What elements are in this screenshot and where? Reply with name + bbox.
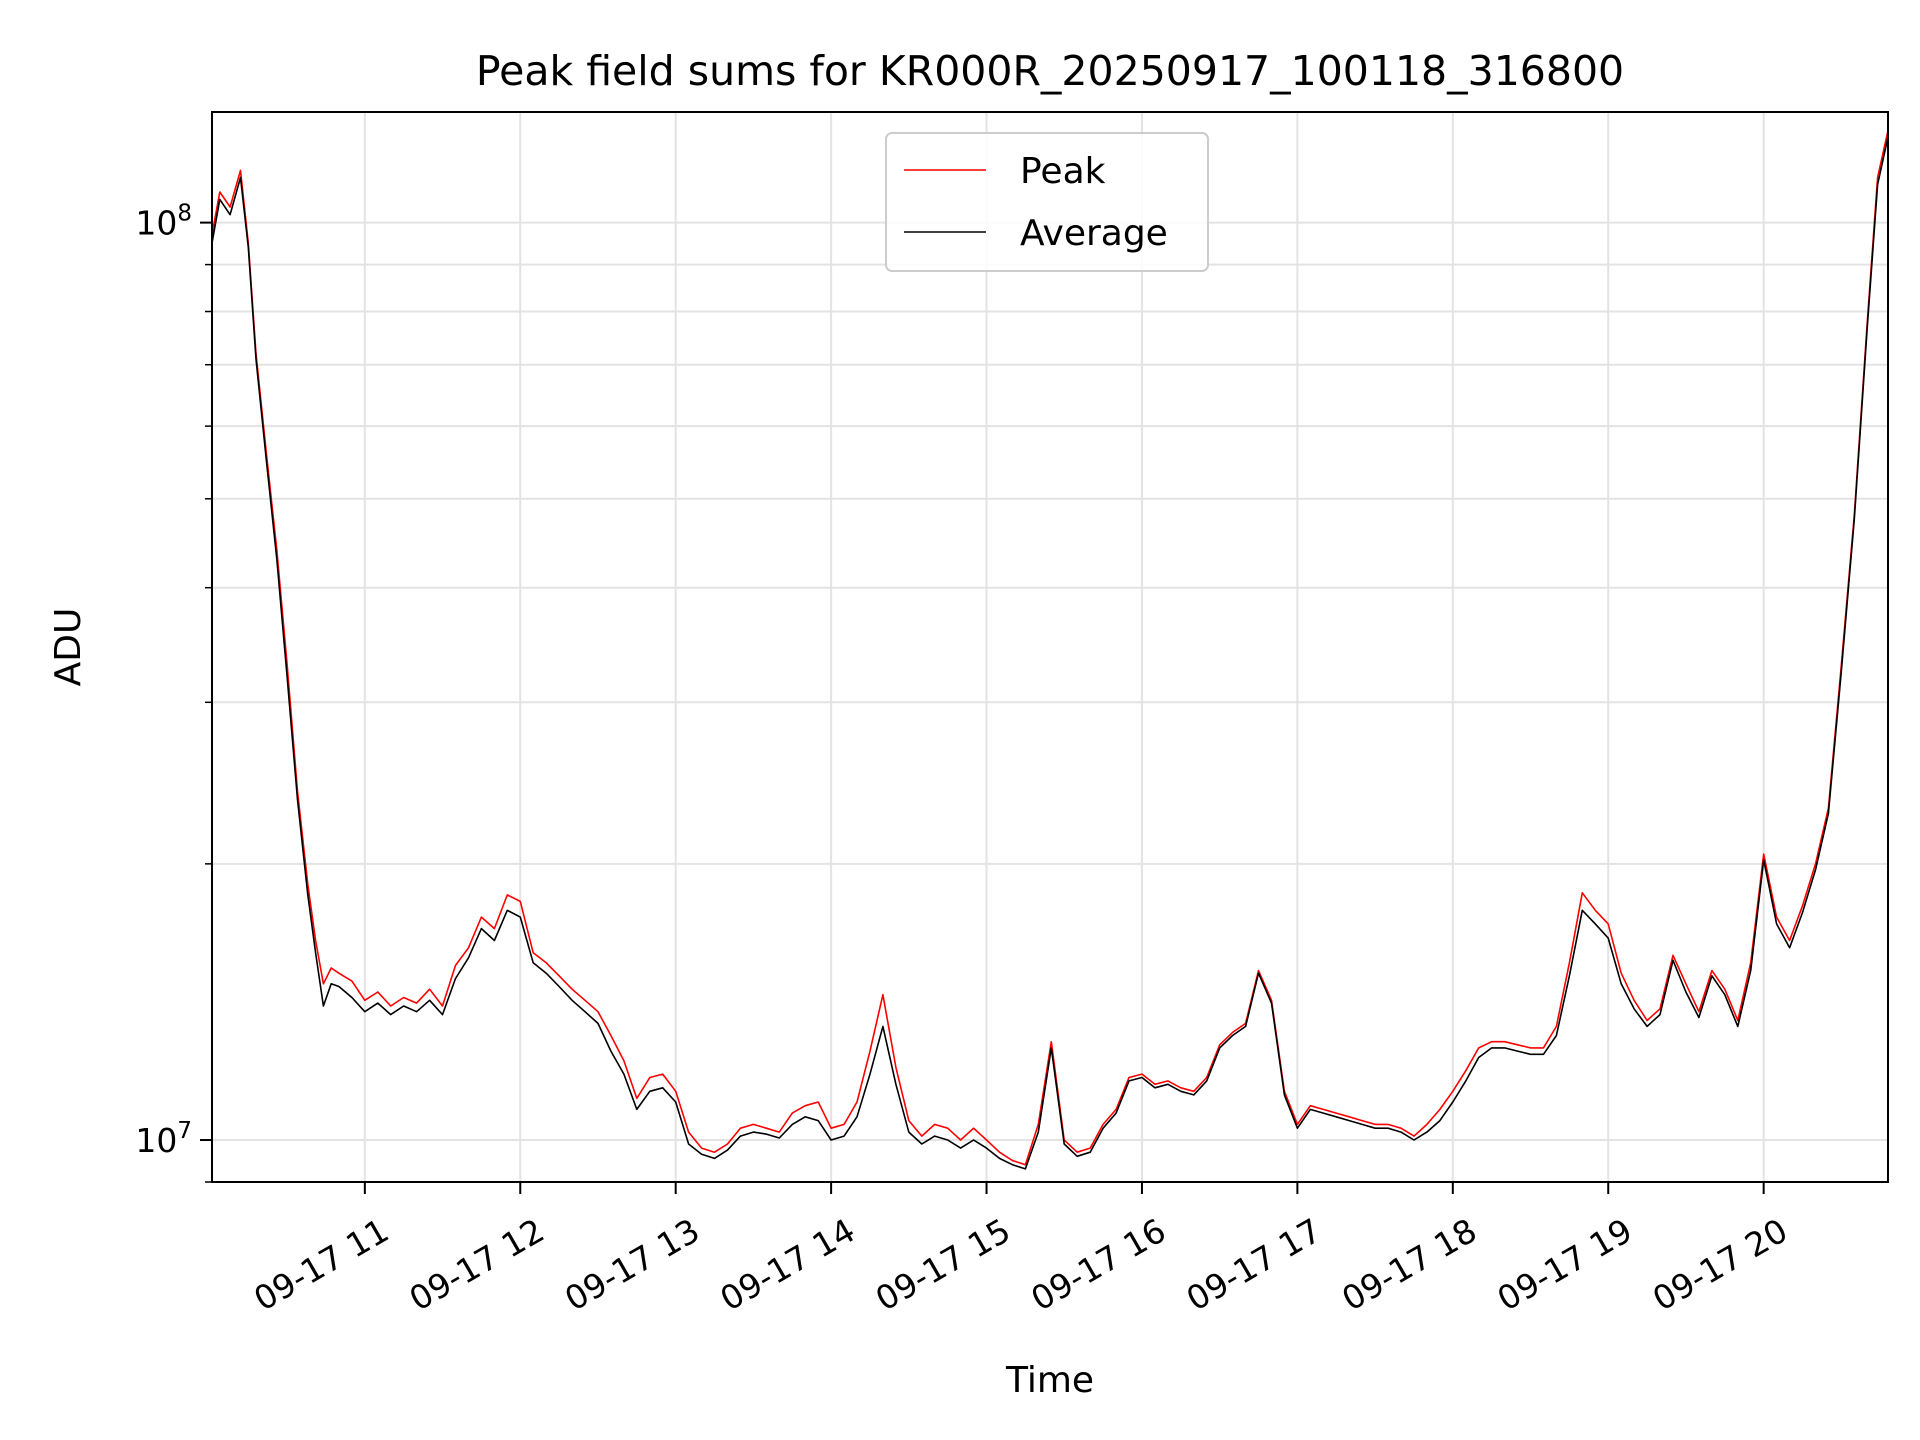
x-axis-ticks: 09-17 11 09-17 12 09-17 13 09-17 14 09-17 15… [247,1182,1794,1319]
x-tick-label: 09-17 14 [714,1211,862,1319]
series-line-average [211,136,1889,1170]
x-tick-label: 09-17 18 [1335,1211,1483,1319]
x-tick-label: 09-17 12 [403,1211,551,1319]
y-tick-label: 108 [135,201,192,243]
x-tick-label: 09-17 13 [558,1211,706,1319]
legend-label-average: Average [1020,213,1168,254]
x-tick-label: 09-17 15 [869,1211,1017,1319]
x-tick-label: 09-17 17 [1180,1211,1328,1319]
x-tick-label: 09-17 11 [247,1211,395,1319]
x-tick-label: 09-17 19 [1491,1211,1639,1319]
series-lines [211,130,1889,1170]
legend-label-peak: Peak [1020,151,1106,192]
series-line-peak [211,130,1889,1166]
axes-frame [211,111,1889,1183]
chart-title: Peak field sums for KR000R_20250917_1001… [476,47,1624,95]
x-tick-label: 09-17 20 [1646,1211,1794,1319]
y-axis-ticks: 107 108 [135,201,212,1183]
x-tick-label: 09-17 16 [1024,1211,1172,1319]
x-axis-label: Time [1005,1360,1094,1401]
grid [212,112,1888,1183]
y-tick-label: 107 [135,1118,192,1160]
legend: Peak Average [885,132,1209,272]
legend-box [885,132,1209,272]
y-axis-label: ADU [48,608,89,687]
